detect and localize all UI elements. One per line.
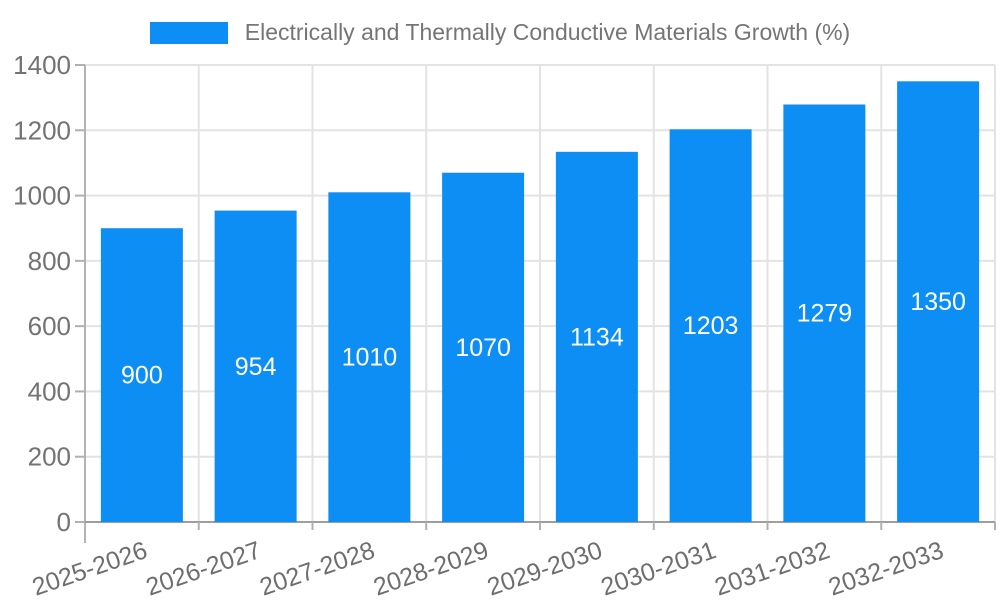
legend-swatch [149,21,228,44]
bar [442,172,525,522]
x-tick-label: 2028-2029 [370,536,492,600]
x-tick-label: 2025-2026 [29,536,151,600]
bar [897,81,980,523]
bar [783,104,866,522]
bar [669,129,752,522]
legend-label: Electrically and Thermally Conductive Ma… [244,19,851,45]
bar-value-label: 1010 [342,344,398,372]
bar [328,192,411,523]
bar-value-label: 954 [235,353,277,381]
bar-value-label: 1350 [910,288,966,316]
y-tick-label: 1000 [13,181,71,211]
bar-value-label: 1203 [683,312,739,340]
y-tick-label: 0 [57,507,71,537]
x-tick-label: 2031-2032 [711,536,833,600]
y-tick-label: 1200 [13,115,71,145]
y-tick-label: 400 [28,376,71,406]
bar-value-label: 1070 [455,334,511,362]
x-tick-label: 2029-2030 [484,536,606,600]
y-tick-label: 200 [28,442,71,472]
bar-value-label: 1134 [570,323,624,351]
x-tick-label: 2027-2028 [256,536,378,600]
x-tick-label: 2030-2031 [597,536,719,600]
bar-value-label: 1279 [797,300,853,328]
bar-value-label: 900 [121,362,163,390]
bar [214,210,297,522]
y-tick-label: 600 [28,311,71,341]
chart-legend: Electrically and Thermally Conductive Ma… [0,19,1000,46]
x-tick-label: 2026-2027 [142,536,264,600]
y-tick-label: 1400 [13,50,71,80]
bar [100,228,183,522]
x-tick-label: 2032-2033 [825,536,947,600]
y-tick-label: 800 [28,246,71,276]
bar [555,151,638,522]
